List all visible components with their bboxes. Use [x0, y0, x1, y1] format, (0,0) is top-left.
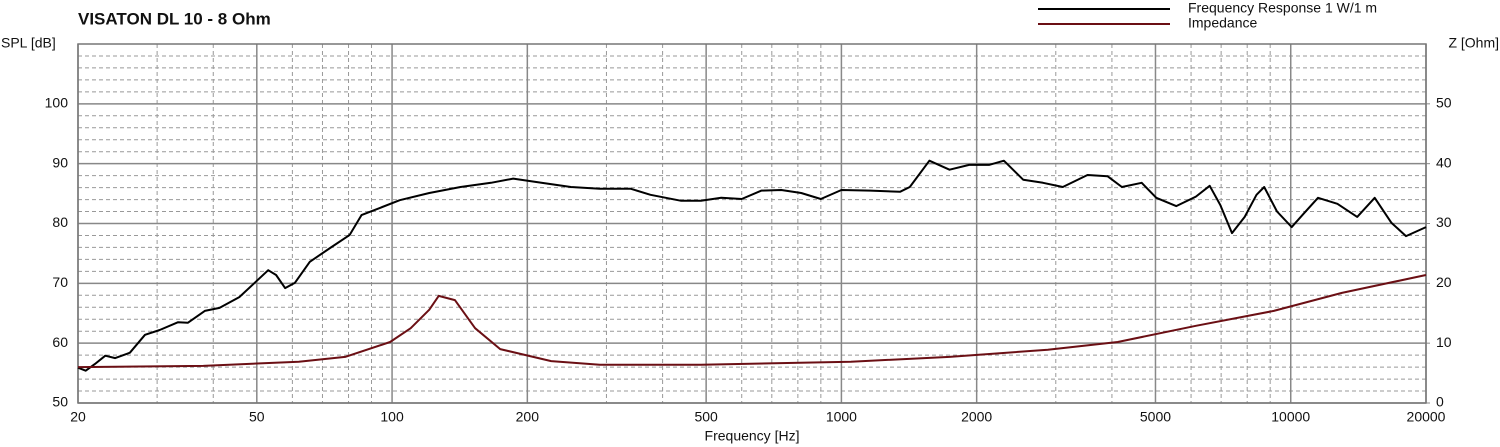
- y2-tick-label: 30: [1436, 214, 1452, 230]
- y2-tick-label: 0: [1436, 394, 1444, 410]
- x-tick-label: 2000: [961, 409, 992, 425]
- x-tick-label: 50: [249, 409, 265, 425]
- legend-label: Impedance: [1188, 15, 1257, 31]
- x-tick-label: 500: [694, 409, 718, 425]
- series-line: [77, 274, 1427, 369]
- y2-tick-label: 40: [1436, 154, 1452, 170]
- y-tick-label: 100: [45, 95, 69, 111]
- y-tick-label: 80: [52, 214, 68, 230]
- y2-axis-label: Z [Ohm]: [1448, 35, 1499, 51]
- plot-frame: [77, 43, 1427, 404]
- legend-label: Frequency Response 1 W/1 m: [1188, 0, 1377, 16]
- x-tick-label: 20: [70, 409, 86, 425]
- x-axis-label: Frequency [Hz]: [705, 428, 800, 444]
- series-line: [77, 159, 1427, 372]
- x-tick-label: 200: [516, 409, 540, 425]
- x-tick-label: 1000: [826, 409, 857, 425]
- y-tick-label: 70: [52, 274, 68, 290]
- y2-tick-label: 10: [1436, 334, 1452, 350]
- x-tick-label: 20000: [1407, 409, 1446, 425]
- x-tick-label: 100: [380, 409, 404, 425]
- chart-title: VISATON DL 10 - 8 Ohm: [78, 9, 271, 28]
- y2-tick-label: 20: [1436, 274, 1452, 290]
- y-axis-label: SPL [dB]: [1, 35, 56, 51]
- y-tick-label: 90: [52, 154, 68, 170]
- y2-tick-label: 50: [1436, 95, 1452, 111]
- y-tick-label: 50: [52, 394, 68, 410]
- x-tick-label: 10000: [1271, 409, 1310, 425]
- y-tick-label: 60: [52, 334, 68, 350]
- x-tick-label: 5000: [1140, 409, 1171, 425]
